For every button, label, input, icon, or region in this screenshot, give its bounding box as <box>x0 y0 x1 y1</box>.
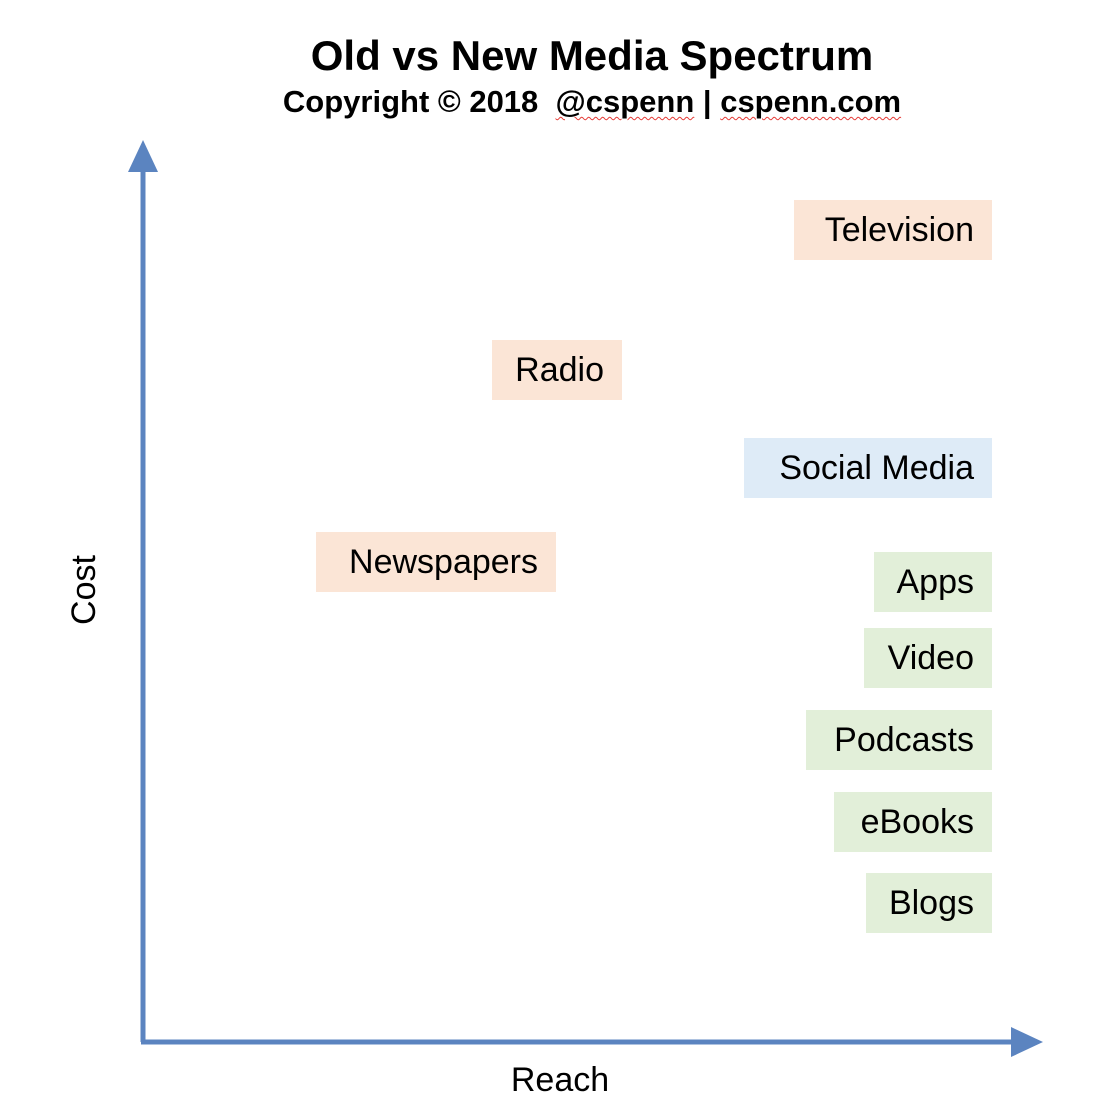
box-radio: Radio <box>492 340 622 400</box>
x-axis-label: Reach <box>510 1061 610 1099</box>
diagram-title: Old vs New Media Spectrum <box>310 32 874 79</box>
box-television: Television <box>794 200 992 260</box>
box-ebooks: eBooks <box>834 792 992 852</box>
box-newspapers: Newspapers <box>316 532 556 592</box>
website-text: cspenn.com <box>720 84 902 119</box>
box-social-media: Social Media <box>744 438 992 498</box>
y-axis-arrowhead-icon <box>128 140 158 172</box>
box-podcasts: Podcasts <box>806 710 992 770</box>
subtitle-separator: | <box>694 84 721 119</box>
box-apps: Apps <box>874 552 992 612</box>
x-axis-arrowhead-icon <box>1011 1027 1043 1057</box>
box-blogs: Blogs <box>866 873 992 933</box>
copyright-text: Copyright © 2018 <box>282 84 556 119</box>
twitter-handle: @cspenn <box>555 84 695 119</box>
box-video: Video <box>864 628 992 688</box>
y-axis-label: Cost <box>65 555 103 625</box>
diagram-subtitle: Copyright © 2018 @cspenn | cspenn.com <box>0 82 1106 122</box>
